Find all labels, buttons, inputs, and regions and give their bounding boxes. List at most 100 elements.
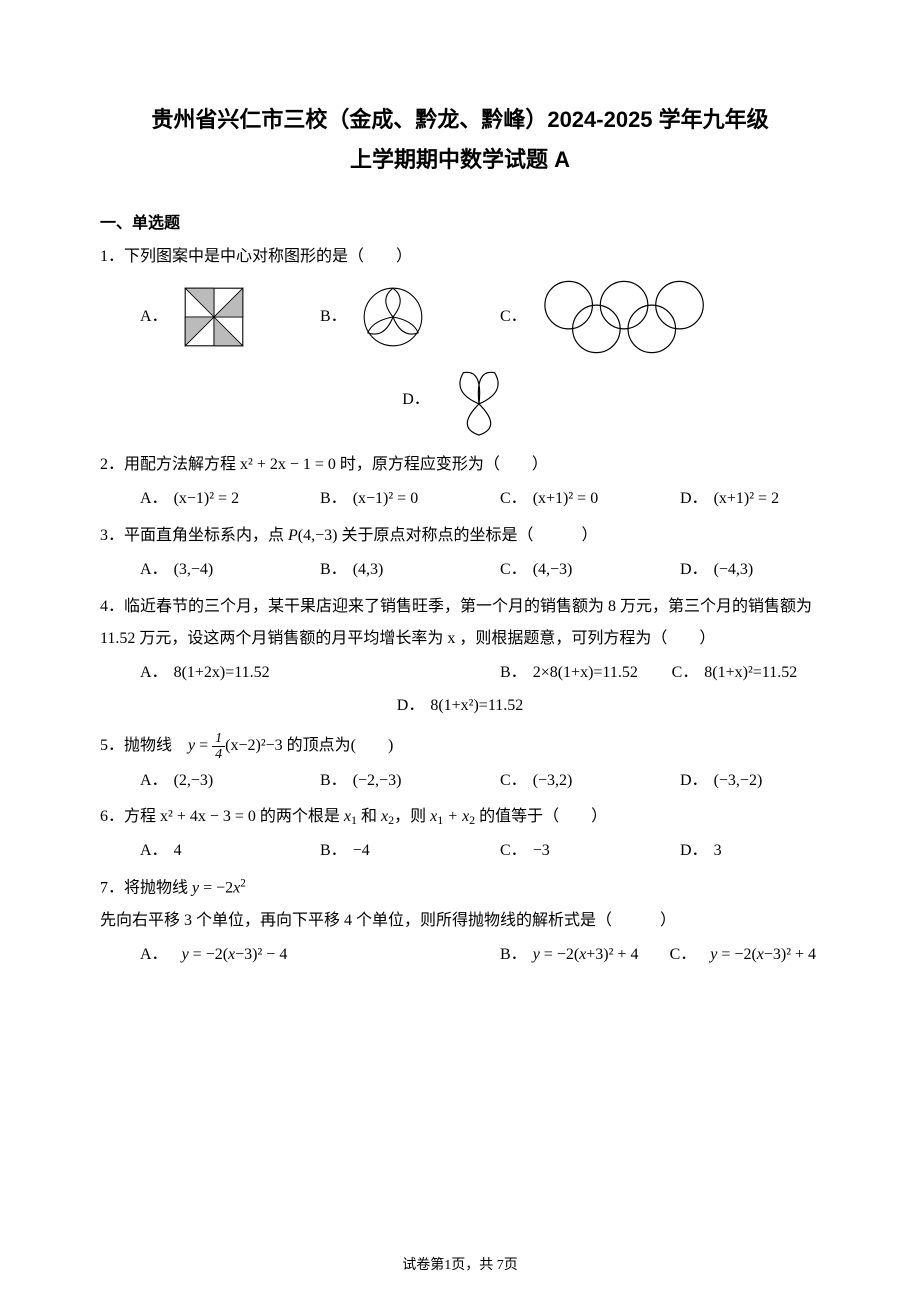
q3-option-d: D．(−4,3) <box>640 556 820 585</box>
q6-then: ，则 <box>394 808 430 825</box>
q6-c-text: −3 <box>533 837 550 866</box>
q6-stem-post: 的值等于（ ） <box>475 808 607 825</box>
q4-option-b: B．2×8(1+x)=11.52 <box>460 659 662 688</box>
q5-options: A．(2,−3) B．(−2,−3) C．(−3,2) D．(−3,−2) <box>100 767 820 796</box>
q5-stem-pre: 5．抛物线 <box>100 737 188 754</box>
q4-b-text: 2×8(1+x)=11.52 <box>533 659 638 688</box>
q5-option-b: B．(−2,−3) <box>280 767 460 796</box>
q6-x2: x2 <box>381 808 394 825</box>
q2-option-d: D．(x+1)² = 2 <box>640 485 820 514</box>
q5-b-label: B． <box>320 767 347 796</box>
question-3: 3．平面直角坐标系内，点 P(4,−3) 关于原点对称点的坐标是（ ） <box>100 520 820 552</box>
q6-option-c: C．−3 <box>460 837 640 866</box>
q5-option-a: A．(2,−3) <box>100 767 280 796</box>
q5-option-d: D．(−3,−2) <box>640 767 820 796</box>
q3-option-c: C．(4,−3) <box>460 556 640 585</box>
q7-a-text: y = −2(x−3)² − 4 <box>182 941 288 970</box>
q4-options: A．8(1+2x)=11.52 B．2×8(1+x)=11.52 C．8(1+x… <box>100 659 820 725</box>
q6-b-text: −4 <box>353 837 370 866</box>
q7-b-label: B． <box>500 941 527 970</box>
q7-stem-post: 先向右平移 3 个单位，再向下平移 4 个单位，则所得抛物线的解析式是（ ） <box>100 912 676 929</box>
q2-option-b: B．(x−1)² = 0 <box>280 485 460 514</box>
q6-mid: 的两个根是 <box>256 808 344 825</box>
q7-option-a: A． y = −2(x−3)² − 4 <box>100 941 460 970</box>
q6-c-label: C． <box>500 837 527 866</box>
q1-option-a: A． <box>100 281 280 353</box>
q2-option-a: A．(x−1)² = 2 <box>100 485 280 514</box>
olympic-rings-icon <box>537 277 727 357</box>
q4-c-text: 8(1+x)²=11.52 <box>704 659 797 688</box>
q3-stem-pre: 3．平面直角坐标系内，点 <box>100 527 288 544</box>
q3-math: P(4,−3) <box>288 527 337 544</box>
exam-title-line2: 上学期期中数学试题 A <box>100 140 820 180</box>
q3-option-a: A．(3,−4) <box>100 556 280 585</box>
q1-a-label: A． <box>140 303 168 332</box>
question-1: 1．下列图案中是中心对称图形的是（ ） <box>100 241 820 273</box>
q2-c-label: C． <box>500 485 527 514</box>
q5-d-label: D． <box>680 767 708 796</box>
q2-math: x² + 2x − 1 = 0 <box>240 456 336 473</box>
q6-b-label: B． <box>320 837 347 866</box>
q1-option-c: C． <box>460 277 820 357</box>
q5-a-text: (2,−3) <box>174 767 214 796</box>
page-footer: 试卷第1页，共 7页 <box>0 1254 920 1274</box>
q2-d-label: D． <box>680 485 708 514</box>
q2-c-text: (x+1)² = 0 <box>533 485 599 514</box>
q6-a-label: A． <box>140 837 168 866</box>
q5-stem-post: 的顶点为( ) <box>283 737 394 754</box>
q3-options: A．(3,−4) B．(4,3) C．(4,−3) D．(−4,3) <box>100 556 820 585</box>
q2-stem-pre: 2．用配方法解方程 <box>100 456 240 473</box>
q6-a-text: 4 <box>174 837 182 866</box>
q1-d-label: D． <box>402 386 430 415</box>
q5-d-text: (−3,−2) <box>714 767 763 796</box>
q5-math: y = 14(x−2)²−3 <box>188 737 283 754</box>
q4-a-label: A． <box>140 659 168 688</box>
q3-stem-post: 关于原点对称点的坐标是（ ） <box>337 527 597 544</box>
q6-options: A．4 B．−4 C．−3 D．3 <box>100 837 820 866</box>
question-5: 5．抛物线 y = 14(x−2)²−3 的顶点为( ) <box>100 730 820 762</box>
q6-option-b: B．−4 <box>280 837 460 866</box>
q4-c-label: C． <box>672 659 699 688</box>
q2-b-label: B． <box>320 485 347 514</box>
q6-math: x² + 4x − 3 = 0 <box>160 808 256 825</box>
q1-b-label: B． <box>320 303 347 332</box>
q2-a-text: (x−1)² = 2 <box>174 485 240 514</box>
q4-d-label: D． <box>397 692 425 721</box>
q7-b-text: y = −2(x+3)² + 4 <box>533 941 639 970</box>
q4-d-text: 8(1+x²)=11.52 <box>430 692 523 721</box>
q1-c-label: C． <box>500 303 527 332</box>
q3-b-label: B． <box>320 556 347 585</box>
q7-a-label: A． <box>140 941 176 970</box>
q5-b-text: (−2,−3) <box>353 767 402 796</box>
q7-math: y = −2x2 <box>192 880 246 897</box>
q5-a-label: A． <box>140 767 168 796</box>
q7-option-b: B．y = −2(x+3)² + 4 <box>460 941 662 970</box>
q7-stem-pre: 7．将抛物线 <box>100 880 192 897</box>
q7-options: A． y = −2(x−3)² − 4 B．y = −2(x+3)² + 4 C… <box>100 941 820 974</box>
q5-c-label: C． <box>500 767 527 796</box>
three-petal-circle-icon <box>357 281 429 353</box>
q7-c-text: y = −2(x−3)² + 4 <box>710 941 816 970</box>
q6-option-a: A．4 <box>100 837 280 866</box>
q1-option-b: B． <box>280 281 460 353</box>
question-4: 4．临近春节的三个月，某干果店迎来了销售旺季，第一个月的销售额为 8 万元，第三… <box>100 591 820 655</box>
trefoil-icon <box>440 361 518 439</box>
q4-a-text: 8(1+2x)=11.52 <box>174 659 270 688</box>
q2-a-label: A． <box>140 485 168 514</box>
q6-option-d: D．3 <box>640 837 820 866</box>
q6-stem-pre: 6．方程 <box>100 808 160 825</box>
q3-a-label: A． <box>140 556 168 585</box>
q1-stem: 1．下列图案中是中心对称图形的是（ ） <box>100 248 412 265</box>
q4-option-d: D．8(1+x²)=11.52 <box>397 692 523 721</box>
q2-b-text: (x−1)² = 0 <box>353 485 419 514</box>
question-7: 7．将抛物线 y = −2x2 先向右平移 3 个单位，再向下平移 4 个单位，… <box>100 872 820 936</box>
q3-b-text: (4,3) <box>353 556 384 585</box>
q3-c-label: C． <box>500 556 527 585</box>
q2-stem-post: 时，原方程应变形为（ ） <box>336 456 548 473</box>
q2-option-c: C．(x+1)² = 0 <box>460 485 640 514</box>
q5-option-c: C．(−3,2) <box>460 767 640 796</box>
exam-title-line1: 贵州省兴仁市三校（金成、黔龙、黔峰）2024-2025 学年九年级 <box>100 100 820 140</box>
question-2: 2．用配方法解方程 x² + 2x − 1 = 0 时，原方程应变形为（ ） <box>100 449 820 481</box>
q3-a-text: (3,−4) <box>174 556 214 585</box>
q5-c-text: (−3,2) <box>533 767 573 796</box>
